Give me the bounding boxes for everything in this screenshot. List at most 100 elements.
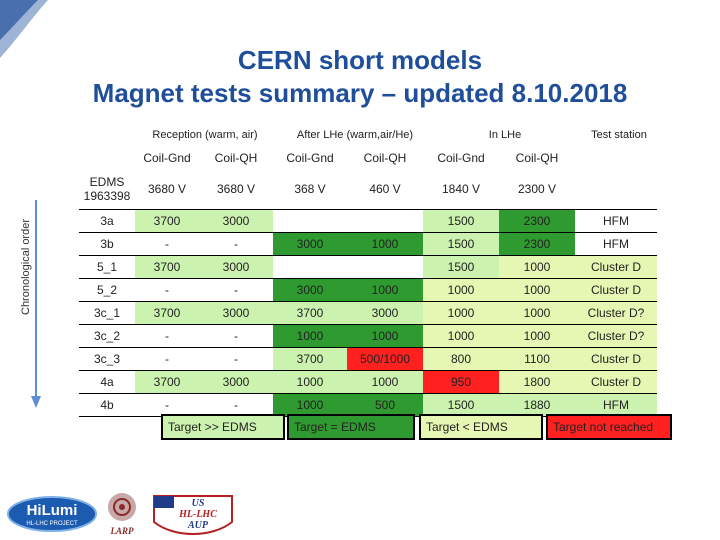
table-cell: - (135, 278, 199, 302)
row-label: 4b (79, 393, 135, 417)
empty-cell (575, 169, 657, 210)
edms-label-line-2: 1963398 (83, 189, 131, 203)
table-cell: 1500 (423, 255, 499, 279)
table-cell: 1000 (423, 301, 499, 325)
legend-target-equal: Target = EDMS (287, 414, 415, 440)
table-cell (273, 209, 347, 233)
table-cell: 1500 (423, 232, 499, 256)
table-cell: - (199, 324, 273, 348)
larp-logo-text: LARP (109, 526, 134, 536)
row-label: 3a (79, 209, 135, 233)
group-header-test-station: Test station (591, 129, 647, 141)
table-cell: 1000 (499, 255, 575, 279)
table-cell: Cluster D (575, 278, 657, 302)
table-cell: 3000 (347, 301, 423, 325)
table-cell: - (135, 347, 199, 371)
edms-value: 368 V (273, 169, 347, 210)
us-logo-line-3: AUP (187, 520, 209, 531)
table-cell: - (199, 232, 273, 256)
corner-swoosh-decoration (0, 0, 48, 58)
table-cell: 3000 (273, 278, 347, 302)
table-cell: 3700 (135, 370, 199, 394)
table-cell: 950 (423, 370, 499, 394)
table-cell: 3000 (199, 255, 273, 279)
table-cell: 1100 (499, 347, 575, 371)
table-cell: 3700 (273, 301, 347, 325)
table-cell: 1000 (347, 232, 423, 256)
table-row: 4b - - 1000 500 1500 1880 HFM (79, 393, 657, 417)
table-cell: 1000 (347, 370, 423, 394)
subheader-cell: Coil-QH (214, 151, 258, 165)
subheader-cell: Coil-Gnd (437, 151, 485, 165)
table-cell: HFM (575, 209, 657, 233)
edms-value: 3680 V (135, 169, 199, 210)
table-cell (347, 209, 423, 233)
table-cell: 800 (423, 347, 499, 371)
row-label: 4a (79, 370, 135, 394)
table-cell: Cluster D (575, 347, 657, 371)
subheader-cell: Coil-Gnd (143, 151, 191, 165)
group-header-in-lhe: In LHe (488, 129, 522, 141)
magnet-tests-table: Coil-Gnd Coil-QH Coil-Gnd Coil-QH Coil-G… (79, 147, 657, 417)
table-cell: Cluster D (575, 255, 657, 279)
edms-value: 460 V (347, 169, 423, 210)
us-hl-lhc-aup-logo: US HL-LHC AUP (153, 495, 233, 535)
hilumi-logo-subtext: HL-LHC PROJECT (26, 521, 78, 527)
table-cell: 1000 (423, 278, 499, 302)
table-cell: 3700 (135, 301, 199, 325)
table-cell: 2300 (499, 209, 575, 233)
hilumi-logo: HiLumi HL-LHC PROJECT (7, 496, 97, 532)
table-cell: 3700 (135, 255, 199, 279)
title-line-1: CERN short models (237, 45, 483, 75)
table-cell: 1000 (499, 301, 575, 325)
legend-target-less: Target < EDMS (419, 414, 543, 440)
table-cell: Cluster D? (575, 301, 657, 325)
table-cell: - (199, 347, 273, 371)
table-row: 5_2 - - 3000 1000 1000 1000 Cluster D (79, 278, 657, 302)
table-row: 3a 3700 3000 1500 2300 HFM (79, 209, 657, 233)
edms-value: 1840 V (423, 169, 499, 210)
empty-cell (575, 147, 657, 169)
table-cell: 3000 (199, 370, 273, 394)
table-cell: 500/1000 (347, 347, 423, 371)
table-cell: 2300 (499, 232, 575, 256)
table-cell: - (199, 278, 273, 302)
legend-target-much-greater: Target >> EDMS (161, 414, 285, 440)
table-row: 4a 3700 3000 1000 1000 950 1800 Cluster … (79, 370, 657, 394)
table-cell: Cluster D? (575, 324, 657, 348)
group-header-after-lhe: After LHe (warm,air/He) (296, 129, 414, 141)
table-cell: - (135, 324, 199, 348)
us-logo-line-2: HL-LHC (178, 509, 217, 520)
table-cell: 1800 (499, 370, 575, 394)
title-line-2: Magnet tests summary – updated 8.10.2018 (92, 78, 628, 108)
table-row: 3b - - 3000 1000 1500 2300 HFM (79, 232, 657, 256)
edms-label: EDMS 1963398 (79, 169, 135, 210)
table-row: 3c_2 - - 1000 1000 1000 1000 Cluster D? (79, 324, 657, 348)
us-logo-line-1: US (192, 498, 205, 509)
table-cell: 1000 (273, 324, 347, 348)
legend-target-not-reached: Target not reached (546, 414, 672, 440)
table-cell: 1000 (347, 278, 423, 302)
table-cell: Cluster D (575, 370, 657, 394)
table-cell: 3000 (273, 232, 347, 256)
row-label: 5_2 (79, 278, 135, 302)
edms-label-line-1: EDMS (89, 175, 125, 189)
table-cell: 3700 (273, 347, 347, 371)
table-cell: - (135, 232, 199, 256)
group-header-reception: Reception (warm, air) (152, 129, 258, 141)
table-cell: 1000 (423, 324, 499, 348)
table-cell: 1000 (499, 278, 575, 302)
table-row: 3c_1 3700 3000 3700 3000 1000 1000 Clust… (79, 301, 657, 325)
table-cell: 3000 (199, 301, 273, 325)
table-cell: 1000 (499, 324, 575, 348)
table-cell: 1000 (347, 324, 423, 348)
page-title: CERN short models Magnet tests summary –… (0, 44, 720, 110)
edms-row: EDMS 1963398 3680 V 3680 V 368 V 460 V 18… (79, 169, 657, 210)
table-cell: 1000 (273, 370, 347, 394)
subheader-cell: Coil-Gnd (286, 151, 334, 165)
table-cell (347, 255, 423, 279)
table-cell: HFM (575, 232, 657, 256)
subheader-cell: Coil-QH (363, 151, 407, 165)
larp-logo: LARP (108, 493, 136, 536)
subheader-row: Coil-Gnd Coil-QH Coil-Gnd Coil-QH Coil-G… (79, 147, 657, 169)
